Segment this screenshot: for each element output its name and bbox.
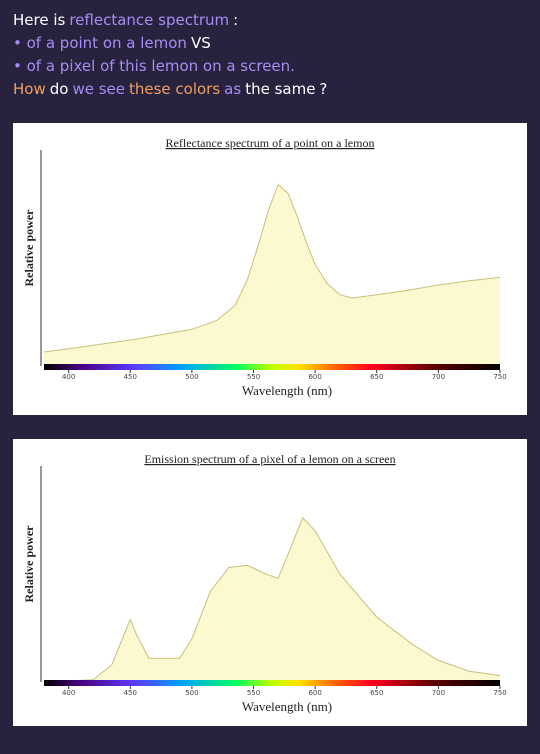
x-tick-label: 700 — [432, 373, 445, 381]
area-fill — [44, 517, 500, 682]
chart-title: Reflectance spectrum of a point on a lem… — [166, 136, 375, 150]
x-tick-label: 700 — [432, 689, 445, 697]
message-text: • of a pixel of this lemon on a screen. — [13, 57, 295, 75]
x-tick-label: 550 — [247, 689, 260, 697]
area-fill — [44, 184, 500, 366]
message-text: we see — [72, 80, 125, 98]
message-line: • of a point on a lemon VS — [13, 32, 331, 55]
x-tick-label: 750 — [493, 689, 506, 697]
message-line: How do we see these colors as the same? — [13, 78, 331, 101]
message-text: do — [49, 80, 69, 98]
message-line: Here is reflectance spectrum: — [13, 9, 331, 32]
y-axis-label: Relative power — [22, 525, 36, 603]
message-text: VS — [190, 34, 211, 52]
message-text: the same — [245, 80, 316, 98]
message: Here is reflectance spectrum: • of a point… — [13, 9, 331, 101]
message-text: ? — [319, 80, 328, 98]
x-tick-label: 450 — [124, 689, 137, 697]
x-tick-label: 400 — [62, 689, 75, 697]
message-text: as — [224, 80, 242, 98]
x-tick-label: 550 — [247, 373, 260, 381]
x-tick-label: 400 — [62, 373, 75, 381]
x-axis-label: Wavelength (nm) — [242, 699, 332, 714]
message-text: Here is — [13, 11, 66, 29]
message-text: How — [13, 80, 46, 98]
chart-title: Emission spectrum of a pixel of a lemon … — [144, 452, 395, 466]
x-tick-label: 650 — [370, 373, 383, 381]
x-tick-label: 650 — [370, 689, 383, 697]
message-text: : — [233, 11, 239, 29]
x-tick-label: 500 — [185, 373, 198, 381]
y-axis-label: Relative power — [22, 209, 36, 287]
message-text: reflectance spectrum — [69, 11, 230, 29]
message-text: these colors — [128, 80, 221, 98]
x-tick-label: 600 — [308, 689, 321, 697]
x-tick-label: 600 — [308, 373, 321, 381]
spectrum-strip — [44, 364, 500, 370]
message-text: • of a point on a lemon — [13, 34, 187, 52]
message-line: • of a pixel of this lemon on a screen. — [13, 55, 331, 78]
spectrum-line — [43, 183, 501, 353]
x-axis-label: Wavelength (nm) — [242, 383, 332, 398]
x-tick-label: 500 — [185, 689, 198, 697]
spectrum-line — [43, 516, 501, 683]
x-tick-label: 750 — [493, 373, 506, 381]
x-tick-label: 450 — [124, 373, 137, 381]
spectrum-strip — [44, 680, 500, 686]
